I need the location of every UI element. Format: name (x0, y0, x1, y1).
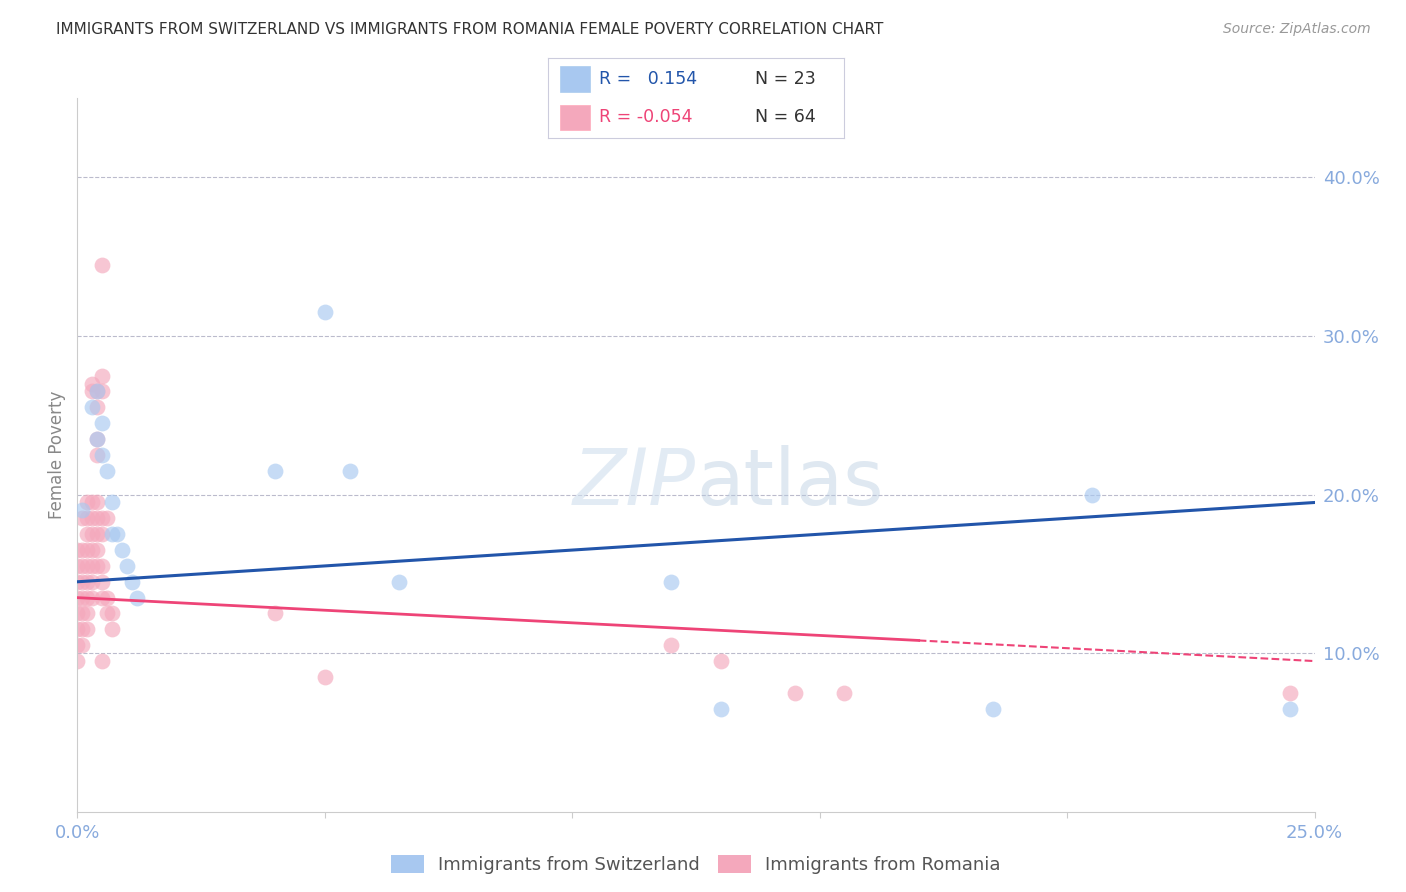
Point (91, 527, 114, 541)
Point (264, 607, 287, 621)
Point (72, 607, 94, 621)
Point (82, 384, 104, 399)
Point (82, 558, 104, 573)
Text: N = 23: N = 23 (755, 70, 815, 87)
Point (76, 543, 98, 558)
Point (121, 574, 143, 589)
Point (91, 368, 114, 383)
Point (86, 558, 108, 573)
Point (66, 654, 89, 668)
Point (96, 591, 118, 605)
Text: R =   0.154: R = 0.154 (599, 70, 696, 87)
Point (105, 527, 128, 541)
Point (91, 511, 114, 525)
Point (72, 558, 94, 573)
Point (710, 654, 733, 668)
Point (339, 464, 361, 478)
Point (125, 591, 148, 605)
Point (82, 543, 104, 558)
Point (96, 464, 118, 478)
Legend: Immigrants from Switzerland, Immigrants from Romania: Immigrants from Switzerland, Immigrants … (391, 855, 1001, 874)
Point (82, 574, 104, 589)
Point (66, 591, 89, 605)
Point (834, 686, 856, 700)
Point (314, 305, 336, 319)
Point (91, 384, 114, 399)
Point (86, 401, 108, 415)
Y-axis label: Female Poverty: Female Poverty (48, 391, 66, 519)
Point (91, 591, 114, 605)
Point (72, 503, 94, 517)
Point (91, 654, 114, 668)
Point (91, 448, 114, 462)
Point (82, 511, 104, 525)
Point (72, 591, 94, 605)
Text: IMMIGRANTS FROM SWITZERLAND VS IMMIGRANTS FROM ROMANIA FEMALE POVERTY CORRELATIO: IMMIGRANTS FROM SWITZERLAND VS IMMIGRANT… (56, 22, 883, 37)
Point (86, 432, 108, 446)
Text: ZIP: ZIP (574, 445, 696, 522)
Point (101, 607, 124, 621)
Text: Source: ZipAtlas.com: Source: ZipAtlas.com (1223, 22, 1371, 37)
Point (86, 527, 108, 541)
Point (76, 607, 98, 621)
Point (66, 623, 89, 637)
Point (86, 495, 108, 509)
Point (1278, 701, 1301, 715)
Point (101, 527, 124, 541)
Point (66, 607, 89, 621)
Point (783, 686, 806, 700)
Point (76, 495, 98, 509)
Point (66, 574, 89, 589)
Point (86, 384, 108, 399)
Point (91, 416, 114, 430)
Point (72, 574, 94, 589)
Text: atlas: atlas (696, 445, 883, 522)
Point (72, 623, 94, 637)
Point (115, 558, 138, 573)
Point (659, 574, 682, 589)
Point (91, 574, 114, 589)
Point (66, 638, 89, 652)
Point (91, 558, 114, 573)
Point (82, 376, 104, 391)
Point (76, 527, 98, 541)
Point (388, 574, 411, 589)
Point (76, 558, 98, 573)
Text: R = -0.054: R = -0.054 (599, 109, 692, 127)
Point (66, 558, 89, 573)
Point (111, 543, 134, 558)
Text: N = 64: N = 64 (755, 109, 815, 127)
Point (82, 495, 104, 509)
Point (710, 701, 733, 715)
Point (76, 511, 98, 525)
Point (96, 511, 118, 525)
Point (659, 638, 682, 652)
Point (91, 258, 114, 272)
Bar (560, 104, 589, 130)
Point (82, 591, 104, 605)
Point (1081, 487, 1104, 501)
Point (82, 401, 104, 415)
Point (76, 574, 98, 589)
Point (101, 495, 124, 509)
Point (86, 432, 108, 446)
Point (981, 701, 1004, 715)
Point (1278, 686, 1301, 700)
Point (96, 607, 118, 621)
Point (72, 638, 94, 652)
Bar (560, 66, 589, 92)
Point (101, 623, 124, 637)
Point (72, 511, 94, 525)
Point (72, 543, 94, 558)
Point (86, 511, 108, 525)
Point (76, 591, 98, 605)
Point (86, 448, 108, 462)
Point (66, 543, 89, 558)
Point (86, 543, 108, 558)
Point (82, 527, 104, 541)
Point (86, 384, 108, 399)
Point (76, 623, 98, 637)
Point (264, 464, 287, 478)
Point (314, 670, 336, 684)
